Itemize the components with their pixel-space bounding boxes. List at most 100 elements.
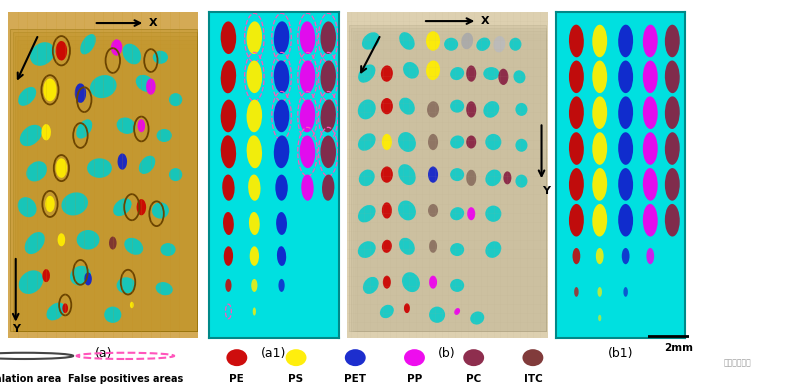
Ellipse shape xyxy=(514,70,526,83)
Text: PP: PP xyxy=(407,374,422,383)
Ellipse shape xyxy=(569,96,584,129)
Ellipse shape xyxy=(246,135,262,168)
Ellipse shape xyxy=(358,241,376,258)
Ellipse shape xyxy=(450,207,464,220)
Ellipse shape xyxy=(300,21,315,54)
Ellipse shape xyxy=(358,133,376,151)
Ellipse shape xyxy=(450,279,464,292)
Ellipse shape xyxy=(111,39,122,55)
Ellipse shape xyxy=(618,132,633,165)
Ellipse shape xyxy=(426,61,440,80)
Ellipse shape xyxy=(321,135,336,168)
Text: PET: PET xyxy=(344,374,366,383)
Ellipse shape xyxy=(509,38,522,51)
Ellipse shape xyxy=(404,349,425,366)
Ellipse shape xyxy=(246,21,262,54)
Ellipse shape xyxy=(381,98,393,114)
Ellipse shape xyxy=(358,64,375,83)
FancyBboxPatch shape xyxy=(19,44,197,331)
Ellipse shape xyxy=(427,101,439,118)
Ellipse shape xyxy=(454,308,460,315)
Ellipse shape xyxy=(515,139,527,152)
Ellipse shape xyxy=(381,66,393,82)
Ellipse shape xyxy=(665,132,680,165)
Ellipse shape xyxy=(592,25,608,57)
Ellipse shape xyxy=(382,202,392,218)
Ellipse shape xyxy=(618,61,633,93)
Ellipse shape xyxy=(574,287,578,297)
Ellipse shape xyxy=(104,307,122,323)
Ellipse shape xyxy=(573,248,580,264)
Ellipse shape xyxy=(665,25,680,57)
Ellipse shape xyxy=(321,99,336,132)
Ellipse shape xyxy=(56,41,67,61)
Ellipse shape xyxy=(399,32,415,50)
Ellipse shape xyxy=(359,170,375,186)
Text: 尖端科研仪器: 尖端科研仪器 xyxy=(723,358,751,367)
Ellipse shape xyxy=(399,164,416,185)
Ellipse shape xyxy=(109,237,117,249)
Ellipse shape xyxy=(398,132,416,152)
Ellipse shape xyxy=(569,132,584,165)
Ellipse shape xyxy=(146,78,156,95)
Ellipse shape xyxy=(380,305,394,318)
Ellipse shape xyxy=(169,168,182,181)
Ellipse shape xyxy=(381,166,393,183)
FancyBboxPatch shape xyxy=(356,38,546,331)
Ellipse shape xyxy=(362,32,380,50)
Ellipse shape xyxy=(77,230,100,249)
Ellipse shape xyxy=(429,240,437,253)
Ellipse shape xyxy=(450,100,464,113)
FancyBboxPatch shape xyxy=(352,31,546,331)
Ellipse shape xyxy=(450,135,464,149)
Ellipse shape xyxy=(274,135,289,168)
Ellipse shape xyxy=(402,272,420,292)
Ellipse shape xyxy=(301,175,313,201)
Ellipse shape xyxy=(403,62,419,79)
Ellipse shape xyxy=(248,175,261,201)
Ellipse shape xyxy=(618,96,633,129)
Ellipse shape xyxy=(113,198,131,216)
Text: PS: PS xyxy=(288,374,304,383)
Ellipse shape xyxy=(300,135,315,168)
Ellipse shape xyxy=(618,168,633,201)
Ellipse shape xyxy=(18,197,36,217)
Ellipse shape xyxy=(592,204,608,237)
Ellipse shape xyxy=(598,315,601,321)
Ellipse shape xyxy=(76,120,92,139)
Ellipse shape xyxy=(122,44,141,64)
Ellipse shape xyxy=(428,204,438,217)
Ellipse shape xyxy=(75,83,86,103)
Ellipse shape xyxy=(87,158,112,178)
Ellipse shape xyxy=(279,279,284,292)
Ellipse shape xyxy=(471,312,484,325)
Ellipse shape xyxy=(156,282,173,295)
Ellipse shape xyxy=(399,98,415,115)
Ellipse shape xyxy=(227,349,247,366)
Ellipse shape xyxy=(618,204,633,237)
Ellipse shape xyxy=(428,166,438,183)
Ellipse shape xyxy=(151,202,169,218)
Ellipse shape xyxy=(485,170,501,186)
Ellipse shape xyxy=(220,21,237,54)
Ellipse shape xyxy=(249,212,260,235)
Text: PC: PC xyxy=(466,374,481,383)
Text: ITC: ITC xyxy=(523,374,542,383)
FancyBboxPatch shape xyxy=(351,28,546,331)
Ellipse shape xyxy=(476,38,490,51)
FancyBboxPatch shape xyxy=(17,40,197,331)
Text: (b1): (b1) xyxy=(608,347,633,360)
Ellipse shape xyxy=(246,61,262,93)
Ellipse shape xyxy=(467,101,476,118)
Ellipse shape xyxy=(220,100,237,132)
Ellipse shape xyxy=(643,61,658,93)
Ellipse shape xyxy=(592,132,608,165)
Ellipse shape xyxy=(220,135,237,168)
Ellipse shape xyxy=(450,243,464,256)
Ellipse shape xyxy=(643,96,658,129)
Ellipse shape xyxy=(25,232,45,254)
Ellipse shape xyxy=(467,207,475,220)
Ellipse shape xyxy=(274,100,289,132)
Ellipse shape xyxy=(450,67,464,80)
Ellipse shape xyxy=(665,204,680,237)
